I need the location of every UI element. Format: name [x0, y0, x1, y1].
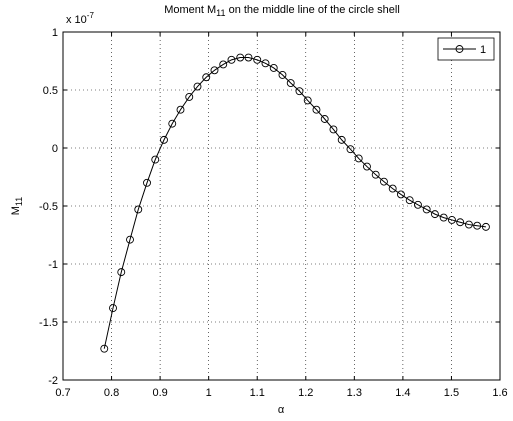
x-tick-label: 0.7: [55, 387, 70, 399]
chart-title: Moment M11 on the middle line of the cir…: [164, 4, 400, 18]
y-tick-label: -0.5: [39, 201, 58, 213]
y-tick-label: 0.5: [43, 85, 58, 97]
data-marker: [126, 235, 134, 244]
x-axis-label: α: [278, 404, 285, 416]
data-marker: [269, 64, 278, 72]
data-marker: [202, 73, 211, 82]
title-rest: on the middle line of the circle shell: [226, 4, 400, 16]
y-label-text: M: [10, 206, 22, 215]
data-marker: [439, 213, 448, 222]
data-marker: [430, 210, 439, 219]
data-marker: [193, 82, 202, 91]
multiplier-sup: -7: [87, 11, 95, 20]
data-marker: [346, 145, 355, 154]
data-marker: [464, 220, 473, 229]
data-marker: [185, 93, 194, 101]
y-tick-label: 1: [52, 27, 58, 39]
data-marker: [413, 200, 422, 209]
data-marker: [354, 154, 363, 163]
x-tick-label: 1.6: [492, 387, 507, 399]
data-marker: [117, 268, 126, 277]
y-label-sub: 11: [14, 197, 24, 206]
data-marker: [143, 178, 151, 187]
data-marker: [100, 344, 109, 353]
data-marker: [253, 55, 262, 64]
x-tick-label: 1.5: [444, 387, 459, 399]
data-marker: [456, 218, 465, 227]
data-marker: [473, 221, 482, 230]
data-marker: [481, 222, 490, 231]
data-marker: [210, 66, 219, 75]
data-marker: [303, 96, 312, 105]
y-axis-label: M11: [10, 197, 24, 216]
data-marker: [405, 196, 414, 205]
data-marker: [320, 115, 329, 123]
plot-frame: [62, 31, 501, 381]
data-marker: [168, 119, 177, 128]
x-tick-label: 1.4: [395, 387, 410, 399]
data-marker: [388, 184, 397, 193]
data-marker: [109, 304, 117, 313]
data-marker: [295, 87, 304, 96]
y-tick-label: 0: [52, 143, 58, 155]
x-tick-label: 1: [206, 387, 212, 399]
data-marker: [363, 162, 371, 171]
data-marker: [329, 125, 338, 134]
x-tick-label: 1.2: [298, 387, 313, 399]
legend-marker: [455, 45, 464, 53]
title-text: Moment M: [164, 4, 216, 16]
plot-area: [63, 32, 500, 380]
data-marker: [371, 170, 380, 179]
x-tick-label: 1.1: [250, 387, 265, 399]
data-marker: [160, 135, 168, 144]
data-marker: [286, 79, 295, 87]
legend-label: 1: [480, 44, 486, 56]
data-marker: [447, 215, 456, 224]
data-line: [103, 57, 486, 349]
title-sub: 11: [216, 8, 225, 18]
data-marker: [337, 135, 346, 144]
y-tick-label: -1.5: [39, 317, 58, 329]
data-marker: [134, 205, 143, 214]
data-marker: [422, 205, 431, 214]
data-marker: [244, 53, 253, 62]
x-tick-label: 0.9: [152, 387, 167, 399]
data-marker: [380, 177, 388, 186]
data-marker: [176, 105, 185, 114]
multiplier-text: x 10: [66, 14, 87, 26]
data-marker: [151, 155, 160, 164]
data-marker: [236, 53, 245, 62]
x-tick-label: 1.3: [347, 387, 362, 399]
data-marker: [219, 60, 228, 69]
data-marker: [312, 105, 321, 114]
data-marker: [396, 190, 405, 199]
data-marker: [227, 55, 236, 64]
y-tick-label: -1: [48, 259, 58, 271]
x-tick-label: 0.8: [104, 387, 119, 399]
y-tick-label: -2: [48, 375, 58, 387]
axis-multiplier: x 10-7: [66, 11, 94, 26]
data-marker: [261, 59, 270, 68]
data-marker: [278, 70, 287, 79]
